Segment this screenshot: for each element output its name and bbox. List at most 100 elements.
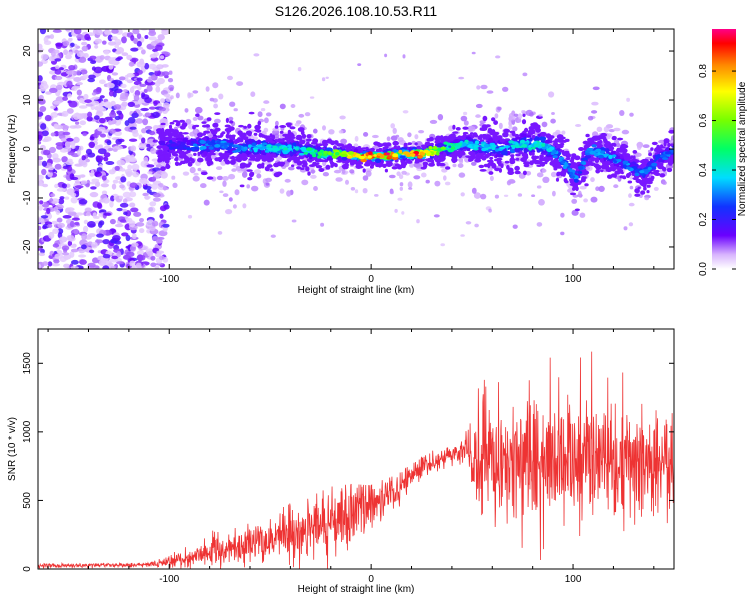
stray-blob bbox=[522, 72, 528, 77]
ridge-core bbox=[234, 144, 240, 148]
band-blob bbox=[477, 147, 482, 151]
band-halo bbox=[409, 163, 414, 168]
ridge-core bbox=[515, 145, 520, 149]
band-blob bbox=[485, 124, 491, 128]
ridge-core bbox=[185, 147, 192, 151]
band-halo bbox=[265, 112, 272, 117]
band-blob bbox=[648, 152, 652, 157]
band-blob bbox=[579, 169, 587, 175]
band-blob bbox=[396, 145, 401, 150]
noise-blob bbox=[149, 201, 157, 207]
band-halo bbox=[345, 179, 349, 185]
band-halo bbox=[158, 107, 166, 112]
band-blob bbox=[491, 163, 497, 169]
noise-blob bbox=[40, 215, 49, 219]
band-blob bbox=[474, 158, 482, 163]
stray-blob bbox=[399, 186, 403, 191]
band-halo bbox=[644, 196, 650, 201]
noise-blob bbox=[114, 130, 122, 136]
noise-blob bbox=[142, 118, 149, 126]
band-halo bbox=[441, 168, 448, 173]
snr-xtick-label: -100 bbox=[159, 574, 179, 585]
band-blob bbox=[261, 165, 265, 169]
ridge-core bbox=[409, 153, 416, 157]
noise-blob bbox=[74, 49, 80, 54]
band-halo bbox=[415, 141, 423, 148]
spectrogram-ylabel: Frequency (Hz) bbox=[7, 115, 18, 184]
noise-blob bbox=[61, 252, 70, 256]
stray-blob bbox=[321, 77, 326, 82]
noise-blob bbox=[62, 96, 68, 101]
band-halo bbox=[229, 101, 236, 107]
noise-blob bbox=[91, 100, 100, 106]
band-blob bbox=[168, 134, 173, 137]
noise-blob bbox=[128, 61, 135, 67]
band-halo bbox=[279, 103, 286, 110]
noise-blob bbox=[52, 29, 62, 33]
stray-blob bbox=[538, 113, 543, 117]
noise-blob bbox=[155, 164, 163, 168]
band-blob bbox=[523, 147, 528, 154]
noise-blob bbox=[154, 125, 159, 129]
noise-blob bbox=[53, 100, 61, 105]
noise-blob bbox=[117, 56, 123, 60]
ridge-core bbox=[266, 144, 272, 148]
spectrogram-ytick-label: 0 bbox=[22, 146, 33, 152]
band-blob bbox=[634, 193, 641, 197]
noise-blob bbox=[96, 233, 104, 238]
ridge-core bbox=[519, 139, 526, 144]
band-blob bbox=[401, 160, 407, 166]
noise-blob bbox=[90, 186, 97, 190]
stray-blob bbox=[444, 181, 451, 186]
noise-blob bbox=[78, 105, 88, 109]
noise-blob bbox=[159, 55, 165, 60]
band-blob bbox=[265, 157, 270, 161]
band-blob bbox=[374, 158, 381, 164]
noise-blob bbox=[144, 125, 153, 130]
band-blob bbox=[405, 158, 411, 163]
band-blob bbox=[225, 117, 229, 123]
noise-blob bbox=[38, 205, 43, 211]
band-blob bbox=[165, 164, 171, 170]
band-blob bbox=[248, 158, 256, 161]
band-blob bbox=[346, 158, 352, 163]
noise-blob bbox=[53, 123, 59, 129]
noise-blob bbox=[39, 29, 47, 35]
band-blob bbox=[286, 158, 292, 163]
band-halo bbox=[517, 193, 523, 197]
band-blob bbox=[520, 157, 527, 163]
ridge-core bbox=[402, 151, 410, 155]
band-blob bbox=[501, 150, 508, 156]
noise-blob bbox=[103, 212, 112, 216]
band-blob bbox=[338, 157, 342, 162]
band-blob bbox=[201, 121, 207, 124]
band-halo bbox=[294, 122, 300, 127]
band-blob bbox=[382, 149, 388, 154]
noise-blob bbox=[61, 156, 68, 163]
noise-blob bbox=[111, 255, 119, 260]
band-halo bbox=[263, 127, 269, 133]
noise-blob bbox=[147, 219, 154, 223]
noise-blob bbox=[160, 29, 168, 32]
band-blob bbox=[524, 127, 529, 133]
noise-blob bbox=[41, 168, 47, 176]
noise-blob bbox=[92, 96, 100, 100]
spectrogram-xtick-label: -100 bbox=[159, 274, 179, 285]
noise-blob bbox=[156, 170, 162, 174]
noise-blob bbox=[44, 114, 52, 122]
band-blob bbox=[391, 166, 398, 170]
stray-blob bbox=[623, 226, 628, 231]
noise-blob bbox=[70, 42, 75, 47]
noise-blob bbox=[78, 199, 88, 205]
band-halo bbox=[494, 113, 499, 119]
noise-blob bbox=[54, 69, 62, 75]
stray-blob bbox=[503, 194, 509, 197]
colorbar-tick-label: 0.4 bbox=[698, 163, 709, 177]
band-halo bbox=[407, 132, 412, 138]
ridge-core bbox=[256, 144, 263, 148]
ridge-core bbox=[533, 143, 540, 148]
noise-blob bbox=[42, 225, 47, 230]
ridge-core bbox=[177, 145, 184, 150]
band-blob bbox=[549, 156, 554, 161]
band-blob bbox=[557, 137, 564, 143]
